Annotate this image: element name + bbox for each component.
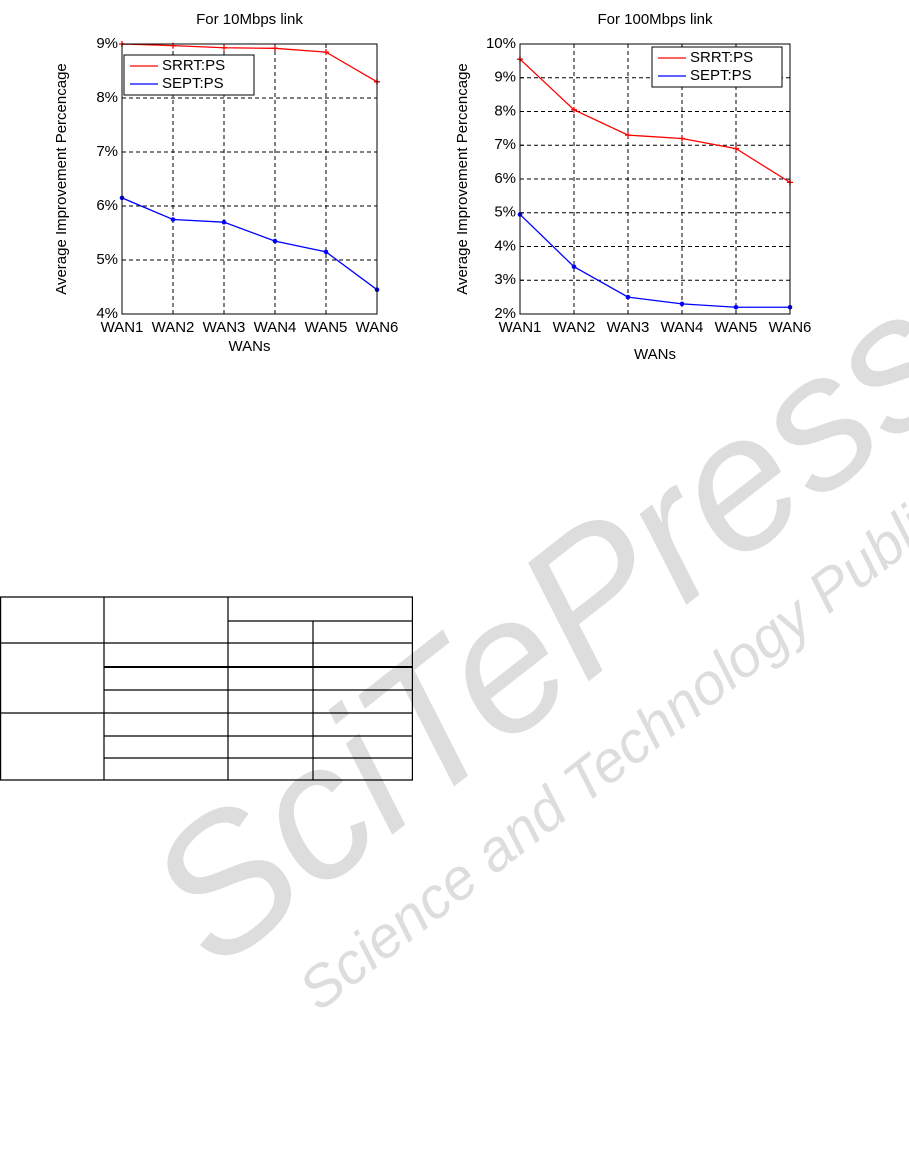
series-line (121, 197, 378, 291)
y-axis-label: Average Improvement Percencage (53, 63, 70, 295)
y-axis-label: Average Improvement Percencage (454, 63, 471, 295)
legend-label: SEPT:PS (690, 67, 752, 84)
y-tick-label: 3% (494, 271, 516, 288)
y-tick-label: 4% (494, 237, 516, 254)
x-tick-label: WAN6 (356, 319, 399, 336)
y-tick-label: 10% (486, 35, 516, 52)
y-tick-label: 6% (96, 197, 118, 214)
chart: For 100Mbps link 2% 3% 4% 5% 6% 7% 8% 9% 10% WAN1 W… (454, 11, 811, 363)
x-tick-label: WAN1 (499, 319, 542, 336)
y-tick-label: 9% (96, 35, 118, 52)
x-tick-label: WAN4 (661, 319, 704, 336)
y-tick-label: 5% (494, 204, 516, 221)
plot-frame (519, 43, 791, 315)
chart-title: For 10Mbps link (196, 11, 303, 28)
x-tick-label: WAN5 (305, 319, 348, 336)
point (679, 135, 685, 142)
point (221, 219, 227, 225)
series-line (519, 58, 791, 183)
point (272, 45, 278, 52)
x-axis-label: WANs (229, 338, 271, 355)
x-tick-label: WAN2 (152, 319, 195, 336)
legend-label: SRRT:PS (162, 57, 225, 74)
plot-frame (121, 43, 378, 315)
point (323, 49, 329, 56)
point (221, 44, 227, 51)
x-tick-label: WAN4 (254, 319, 297, 336)
y-tick-label: 9% (494, 69, 516, 86)
legend-label: SRRT:PS (690, 49, 753, 66)
series-line (121, 43, 378, 83)
point (625, 132, 631, 139)
point (323, 249, 329, 255)
y-tick-label: 7% (494, 136, 516, 153)
y-tick-label: 2% (494, 305, 516, 322)
x-tick-label: WAN2 (553, 319, 596, 336)
chart: For 10Mbps link 4% 5% 6% 7% 8% 9% WAN1 WAN2 WAN3 W… (53, 11, 398, 355)
point (679, 301, 685, 307)
x-tick-label: WAN3 (607, 319, 650, 336)
y-tick-label: 6% (494, 170, 516, 187)
y-tick-label: 8% (96, 89, 118, 106)
point (571, 106, 577, 113)
x-tick-label: WAN6 (769, 319, 812, 336)
point (733, 304, 739, 310)
table (0, 596, 413, 781)
y-tick-label: 4% (96, 305, 118, 322)
y-tick-label: 7% (96, 143, 118, 160)
point (571, 264, 577, 270)
chart-title: For 100Mbps link (597, 11, 713, 28)
point (733, 145, 739, 152)
y-tick-label: 8% (494, 102, 516, 119)
x-axis-label: WANs (634, 346, 676, 363)
legend-box (651, 46, 783, 88)
point (625, 294, 631, 300)
legend-box (123, 54, 255, 96)
x-tick-label: WAN1 (101, 319, 144, 336)
x-tick-label: WAN3 (203, 319, 246, 336)
x-tick-label: WAN5 (715, 319, 758, 336)
y-tick-label: 5% (96, 251, 118, 268)
point (170, 217, 176, 222)
point (272, 238, 278, 244)
series-line (519, 213, 790, 308)
legend-label: SEPT:PS (162, 75, 224, 92)
